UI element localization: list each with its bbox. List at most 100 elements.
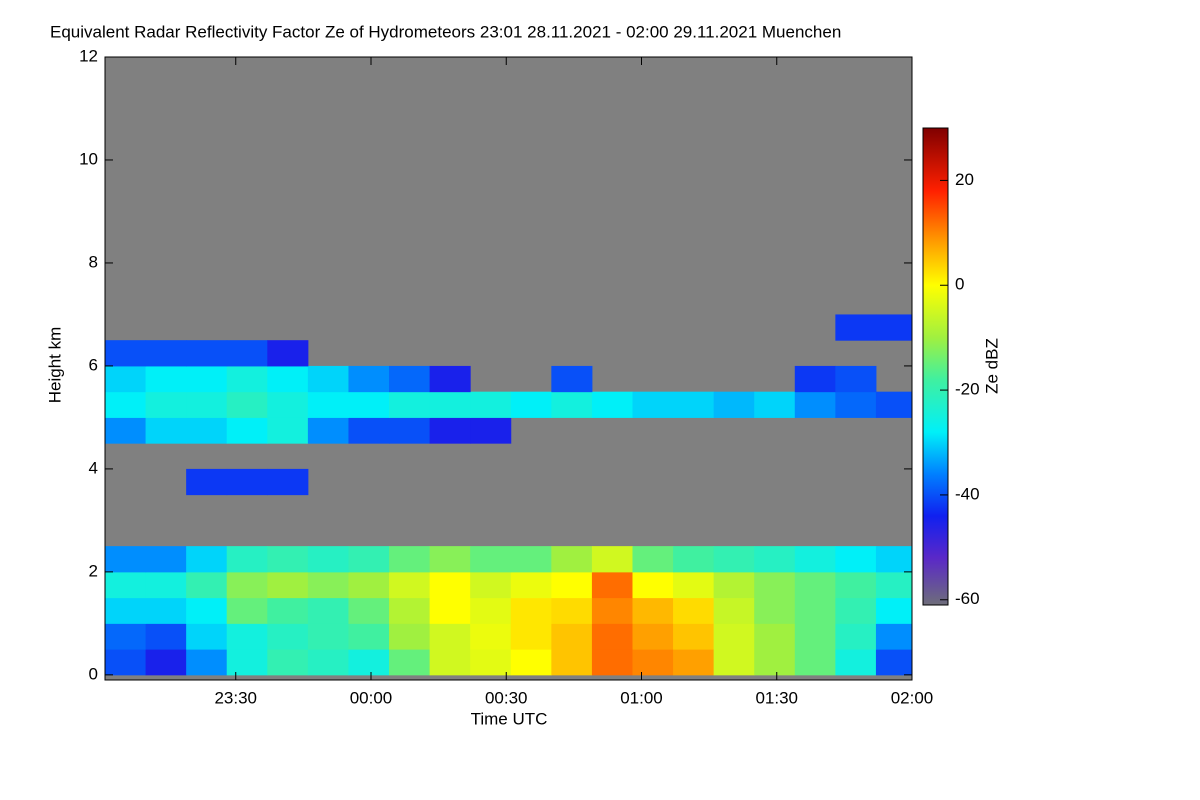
heatmap-cell <box>226 546 268 573</box>
y-tick-label: 8 <box>89 252 98 271</box>
heatmap-cell <box>591 391 633 418</box>
heatmap-cell <box>754 649 796 676</box>
heatmap-cell <box>186 571 228 599</box>
heatmap-cell <box>510 597 552 624</box>
y-tick-label: 4 <box>89 458 98 477</box>
heatmap-cell <box>754 597 796 624</box>
heatmap-cell <box>470 391 512 418</box>
y-tick-label: 10 <box>79 149 98 168</box>
heatmap-cell <box>835 597 877 624</box>
heatmap-cell <box>551 365 593 393</box>
heatmap-cell <box>510 571 552 599</box>
heatmap-cell <box>470 417 512 444</box>
heatmap-cell <box>145 417 187 444</box>
heatmap-cell <box>794 391 836 418</box>
heatmap-cell <box>875 623 912 650</box>
heatmap-cell <box>632 391 674 418</box>
heatmap-cell <box>307 597 349 624</box>
heatmap-cell <box>754 391 796 418</box>
heatmap-cell <box>551 597 593 624</box>
heatmap-cell <box>673 546 715 573</box>
heatmap-cell <box>307 571 349 599</box>
plot-frame <box>104 56 913 681</box>
x-tick-label: 00:00 <box>350 688 393 707</box>
heatmap-cell <box>226 571 268 599</box>
heatmap <box>105 314 912 676</box>
x-tick-label: 23:30 <box>214 688 257 707</box>
colorbar-tick-label: 20 <box>955 170 974 189</box>
heatmap-cell <box>835 546 877 573</box>
colorbar-tick-label: 0 <box>955 275 964 294</box>
heatmap-cell <box>673 649 715 676</box>
heatmap-cell <box>835 314 877 341</box>
heatmap-cell <box>226 623 268 650</box>
heatmap-cell <box>145 391 187 418</box>
heatmap-cell <box>348 571 390 599</box>
heatmap-cell <box>429 546 471 573</box>
heatmap-cell <box>226 417 268 444</box>
heatmap-cell <box>267 417 309 444</box>
heatmap-cell <box>226 365 268 393</box>
heatmap-cell <box>673 623 715 650</box>
heatmap-cell <box>429 391 471 418</box>
heatmap-cell <box>307 365 349 393</box>
heatmap-cell <box>267 391 309 418</box>
heatmap-cell <box>105 391 147 418</box>
heatmap-cell <box>267 340 309 367</box>
heatmap-cell <box>835 391 877 418</box>
heatmap-cell <box>875 571 912 599</box>
heatmap-cell <box>105 546 147 573</box>
heatmap-cell <box>510 649 552 676</box>
heatmap-cell <box>186 340 228 367</box>
heatmap-cell <box>105 571 147 599</box>
heatmap-cell <box>267 623 309 650</box>
heatmap-cell <box>794 546 836 573</box>
x-tick-label: 01:30 <box>755 688 798 707</box>
heatmap-cell <box>226 468 268 496</box>
heatmap-cell <box>875 391 912 418</box>
heatmap-cell <box>429 597 471 624</box>
heatmap-cell <box>510 623 552 650</box>
heatmap-cell <box>145 546 187 573</box>
heatmap-cell <box>186 597 228 624</box>
heatmap-cell <box>713 623 755 650</box>
heatmap-cell <box>673 391 715 418</box>
heatmap-cell <box>632 649 674 676</box>
heatmap-cell <box>591 597 633 624</box>
heatmap-cell <box>835 571 877 599</box>
heatmap-cell <box>794 365 836 393</box>
heatmap-cell <box>105 365 147 393</box>
heatmap-cell <box>591 571 633 599</box>
heatmap-cell <box>226 340 268 367</box>
heatmap-cell <box>389 649 431 676</box>
y-tick-label: 6 <box>89 355 98 374</box>
heatmap-cell <box>105 597 147 624</box>
heatmap-cell <box>267 571 309 599</box>
heatmap-cell <box>186 649 228 676</box>
colorbar-tick-label: -60 <box>955 589 980 608</box>
heatmap-cell <box>389 571 431 599</box>
heatmap-cell <box>754 546 796 573</box>
x-tick-label: 02:00 <box>891 688 934 707</box>
heatmap-cell <box>267 365 309 393</box>
heatmap-cell <box>186 468 228 496</box>
heatmap-cell <box>429 623 471 650</box>
heatmap-cell <box>307 546 349 573</box>
heatmap-cell <box>389 597 431 624</box>
heatmap-cell <box>105 623 147 650</box>
heatmap-cell <box>389 391 431 418</box>
heatmap-cell <box>470 597 512 624</box>
heatmap-cell <box>510 391 552 418</box>
colorbar <box>922 127 949 606</box>
colorbar-tick-label: -20 <box>955 380 980 399</box>
heatmap-cell <box>389 365 431 393</box>
colorbar-tick-label: -40 <box>955 484 980 503</box>
heatmap-cell <box>389 623 431 650</box>
x-tick-label: 00:30 <box>485 688 528 707</box>
heatmap-cell <box>510 546 552 573</box>
heatmap-cell <box>348 649 390 676</box>
heatmap-cell <box>835 623 877 650</box>
y-tick-label: 0 <box>89 664 98 683</box>
heatmap-cell <box>348 623 390 650</box>
heatmap-cell <box>470 571 512 599</box>
